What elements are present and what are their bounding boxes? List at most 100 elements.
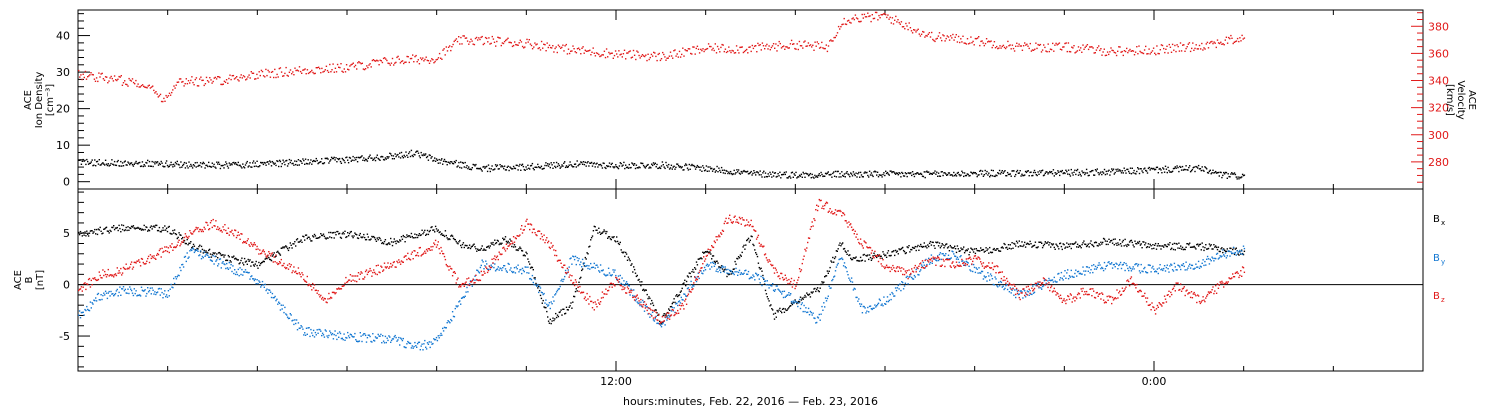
ion-density-series-point bbox=[783, 171, 786, 174]
velocity-series-point bbox=[961, 41, 963, 43]
bx-series-point bbox=[364, 236, 366, 239]
by-series-point bbox=[850, 277, 853, 279]
by-series-point bbox=[558, 288, 560, 290]
ion-density-series-point bbox=[216, 161, 218, 163]
bx-series-point bbox=[236, 259, 239, 261]
velocity-series-point bbox=[939, 37, 942, 39]
ion-density-series-point bbox=[520, 169, 522, 171]
ion-density-series-point bbox=[655, 166, 657, 168]
bx-series-point bbox=[153, 225, 155, 227]
velocity-series-point bbox=[943, 35, 945, 37]
by-series-point bbox=[439, 334, 441, 337]
velocity-series-point bbox=[218, 76, 220, 78]
by-series-point bbox=[720, 271, 722, 274]
ion-density-series-point bbox=[1006, 171, 1009, 174]
velocity-series-point bbox=[890, 22, 892, 24]
velocity-series-point bbox=[1058, 42, 1061, 44]
velocity-series-point bbox=[120, 75, 122, 77]
ion-density-series-point bbox=[720, 166, 723, 169]
by-series-point bbox=[879, 299, 881, 302]
ion-density-series-point bbox=[853, 173, 855, 175]
velocity-series-point bbox=[836, 32, 839, 34]
velocity-series-point bbox=[373, 60, 376, 62]
velocity-series-point bbox=[388, 62, 390, 65]
velocity-series-point bbox=[440, 57, 442, 59]
ion-density-series-point bbox=[940, 171, 942, 173]
ion-density-series-point bbox=[364, 159, 366, 162]
by-series-point bbox=[802, 310, 804, 313]
bx-series-point bbox=[259, 264, 261, 267]
ion-density-series-point bbox=[743, 169, 745, 172]
ion-density-series-point bbox=[529, 168, 531, 170]
velocity-series-point bbox=[507, 37, 509, 39]
by-series-point bbox=[741, 273, 743, 275]
velocity-series-point bbox=[1151, 50, 1154, 52]
velocity-series-point bbox=[1010, 48, 1012, 50]
by-series-point bbox=[1063, 275, 1065, 277]
ion-density-series-point bbox=[486, 165, 488, 168]
by-series-point bbox=[232, 265, 234, 267]
velocity-series-point bbox=[1158, 53, 1160, 55]
ion-density-series-point bbox=[561, 164, 563, 166]
bx-series-point bbox=[274, 256, 276, 258]
ion-density-series-point bbox=[726, 170, 728, 172]
bx-series-point bbox=[95, 228, 98, 231]
ion-density-series-point bbox=[597, 166, 599, 168]
bx-series-point bbox=[762, 274, 764, 277]
bx-series-point bbox=[615, 241, 617, 243]
ion-density-series-point bbox=[1100, 171, 1102, 173]
bx-series-point bbox=[825, 275, 828, 277]
velocity-series-point bbox=[1053, 50, 1055, 52]
by-series-point bbox=[894, 287, 897, 289]
by-series-point bbox=[920, 264, 923, 266]
by-series-point bbox=[422, 349, 424, 351]
by-series-point bbox=[786, 294, 788, 296]
by-series-point bbox=[246, 271, 248, 273]
bx-series-point bbox=[353, 235, 355, 237]
ion-density-series-point bbox=[828, 174, 830, 176]
by-series-point bbox=[598, 270, 600, 272]
velocity-series-point bbox=[755, 45, 757, 47]
bx-series-point bbox=[792, 302, 794, 304]
by-series-point bbox=[462, 296, 465, 298]
bx-series-point bbox=[1022, 245, 1024, 248]
bx-series-point bbox=[1132, 244, 1134, 246]
ion-density-series-point bbox=[1101, 173, 1103, 176]
ion-density-series-point bbox=[730, 172, 733, 175]
bx-series-point bbox=[691, 271, 693, 273]
bx-series-point bbox=[1010, 248, 1012, 250]
ion-density-series-point bbox=[507, 165, 509, 167]
by-series-point bbox=[228, 261, 230, 264]
velocity-series-point bbox=[220, 83, 222, 86]
ion-density-series-point bbox=[1124, 169, 1126, 172]
velocity-series-point bbox=[515, 43, 517, 46]
by-series-point bbox=[1030, 293, 1032, 295]
by-series-point bbox=[469, 280, 472, 282]
by-series-point bbox=[523, 270, 525, 273]
ion-density-series-point bbox=[1032, 171, 1035, 174]
bx-series-point bbox=[262, 260, 265, 262]
by-series-point bbox=[945, 253, 947, 255]
ion-density-series-point bbox=[604, 166, 606, 169]
velocity-series-point bbox=[1239, 37, 1241, 39]
ion-density-series-point bbox=[836, 170, 838, 173]
ion-density-series-point bbox=[537, 163, 539, 166]
ion-density-series-point bbox=[538, 166, 541, 169]
velocity-series-point bbox=[95, 77, 98, 79]
by-series-point bbox=[312, 334, 314, 337]
ion-density-series-point bbox=[1010, 175, 1012, 177]
ion-density-series-point bbox=[614, 166, 616, 168]
bx-series-point bbox=[433, 229, 435, 231]
ion-density-series-point bbox=[368, 156, 370, 158]
by-series-point bbox=[838, 258, 840, 261]
velocity-series-point bbox=[144, 86, 146, 88]
by-series-point bbox=[698, 277, 700, 280]
bx-series-point bbox=[1108, 238, 1110, 240]
bx-series-point bbox=[444, 230, 447, 232]
bx-series-point bbox=[390, 241, 393, 243]
velocity-series-point bbox=[1019, 45, 1021, 47]
velocity-series-point bbox=[715, 52, 718, 54]
bx-series-point bbox=[1191, 246, 1194, 248]
bx-series-point bbox=[101, 233, 103, 235]
velocity-series-point bbox=[153, 89, 155, 92]
